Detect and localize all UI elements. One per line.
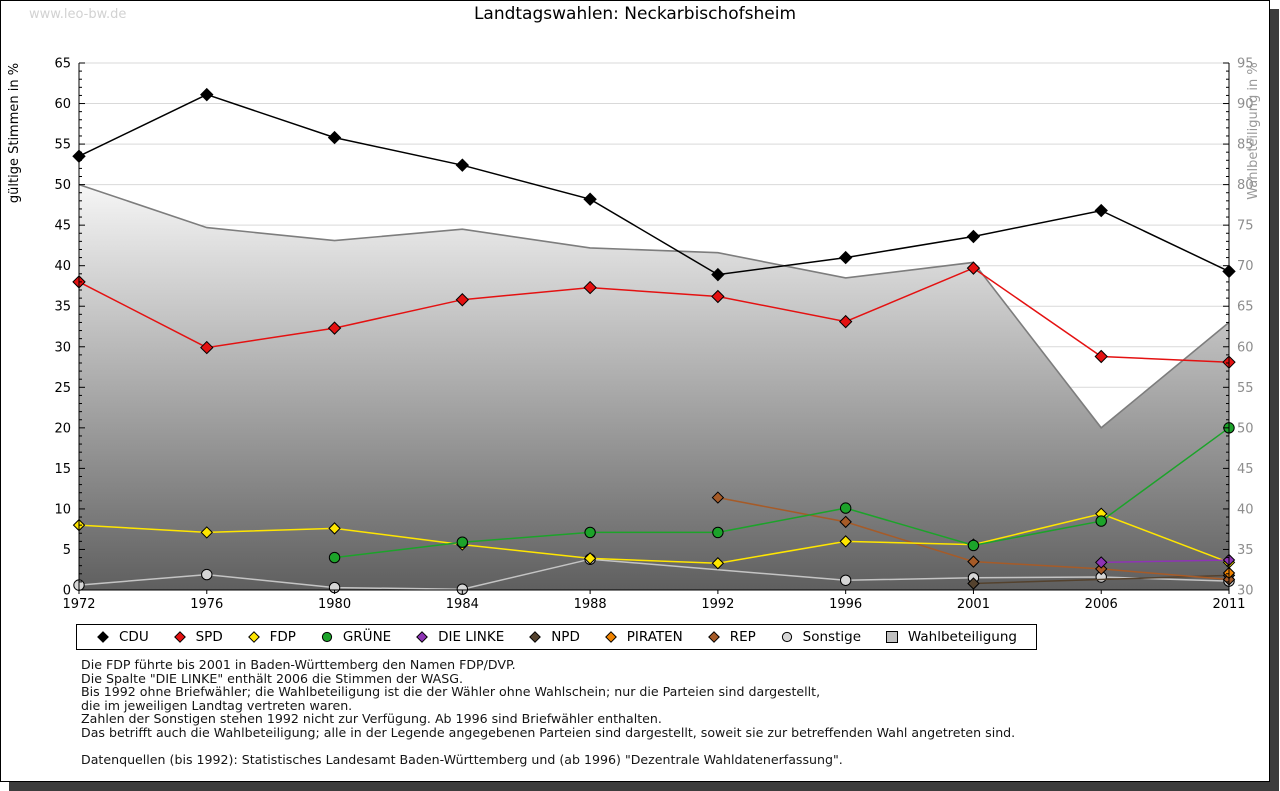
svg-text:40: 40 — [54, 259, 71, 274]
svg-text:1980: 1980 — [318, 597, 351, 612]
source-line: Datenquellen (bis 1992): Statistisches L… — [81, 752, 843, 767]
legend-item-cdu: CDU — [96, 629, 149, 645]
svg-text:95: 95 — [1237, 57, 1254, 72]
legend-item-die-linke: DIE LINKE — [415, 629, 504, 645]
legend: CDU SPD FDP GRÜNE DIE LINKE NPD PIRATEN REP Sons… — [76, 624, 1037, 650]
series-marker-icon — [247, 631, 260, 643]
series-marker-icon — [529, 631, 542, 643]
legend-label: Wahlbeteiligung — [907, 629, 1017, 645]
legend-item-sonstige: Sonstige — [780, 629, 861, 645]
svg-text:55: 55 — [54, 138, 71, 153]
svg-text:40: 40 — [1237, 502, 1254, 517]
page-title: Landtagswahlen: Neckarbischofsheim — [473, 4, 797, 24]
legend-label: NPD — [551, 629, 580, 645]
svg-text:50: 50 — [1237, 421, 1254, 436]
series-marker-icon — [321, 631, 332, 643]
svg-text:30: 30 — [1237, 584, 1254, 599]
series-marker-icon — [97, 631, 109, 643]
legend-label: Sonstige — [802, 629, 861, 645]
series-marker-icon — [416, 631, 429, 643]
footnote-lines: Die FDP führte bis 2001 in Baden-Württem… — [81, 658, 1015, 739]
svg-text:50: 50 — [54, 178, 71, 193]
legend-label: DIE LINKE — [438, 629, 505, 645]
svg-text:55: 55 — [1237, 381, 1254, 396]
legend-label: GRÜNE — [342, 629, 392, 645]
svg-text:2001: 2001 — [957, 597, 990, 612]
svg-text:25: 25 — [54, 381, 71, 396]
svg-text:1972: 1972 — [62, 597, 95, 612]
legend-label: CDU — [119, 629, 149, 645]
svg-text:35: 35 — [1237, 543, 1254, 558]
svg-text:45: 45 — [54, 219, 71, 234]
svg-text:60: 60 — [54, 97, 71, 112]
legend-label: REP — [729, 629, 756, 645]
svg-text:1996: 1996 — [829, 597, 862, 612]
svg-text:1984: 1984 — [446, 597, 479, 612]
svg-text:35: 35 — [54, 300, 71, 315]
svg-text:gültige Stimmen in %: gültige Stimmen in % — [7, 63, 22, 203]
area-marker-icon — [885, 631, 898, 643]
series-marker-icon — [604, 631, 617, 643]
footnote-line: Zahlen der Sonstigen stehen 1992 nicht z… — [81, 711, 662, 726]
svg-text:45: 45 — [1237, 462, 1254, 477]
svg-text:65: 65 — [54, 57, 71, 72]
svg-text:65: 65 — [1237, 300, 1254, 315]
svg-text:85: 85 — [1237, 138, 1254, 153]
legend-item-fdp: FDP — [247, 629, 296, 645]
footnote-line: die im jeweiligen Landtag vertreten ware… — [81, 697, 353, 713]
legend-item-piraten: PIRATEN — [604, 629, 683, 645]
legend-item-npd: NPD — [528, 629, 580, 645]
footnote-line: Die FDP führte bis 2001 in Baden-Württem… — [81, 657, 516, 672]
svg-text:10: 10 — [54, 502, 71, 517]
svg-text:60: 60 — [1237, 340, 1254, 355]
series-marker-icon — [781, 631, 792, 643]
legend-label: FDP — [269, 629, 296, 645]
svg-text:30: 30 — [54, 340, 71, 355]
election-line-chart: 0 5 10 15 20 25 30 35 40 45 50 55 60 65 30 35 40 45 50 55 60… — [1, 1, 1269, 621]
footnotes: Die FDP führte bis 2001 in Baden-Württem… — [81, 658, 1015, 767]
svg-text:90: 90 — [1237, 97, 1254, 112]
svg-text:70: 70 — [1237, 259, 1254, 274]
legend-label: SPD — [195, 629, 223, 645]
legend-item-wahlbeteiligung: Wahlbeteiligung — [885, 629, 1017, 645]
svg-text:80: 80 — [1237, 178, 1254, 193]
footnote-line: Das betrifft auch die Wahlbeteiligung; a… — [81, 724, 1016, 740]
legend-item-spd: SPD — [173, 629, 223, 645]
watermark: www.leo-bw.de — [29, 7, 127, 22]
legend-item-rep: REP — [707, 629, 756, 645]
svg-text:5: 5 — [63, 543, 71, 558]
svg-text:0: 0 — [63, 584, 71, 599]
legend-label: PIRATEN — [626, 629, 683, 645]
svg-text:1988: 1988 — [574, 597, 607, 612]
legend-item-gr-ne: GRÜNE — [320, 629, 391, 645]
series-marker-icon — [173, 631, 186, 643]
svg-text:20: 20 — [54, 421, 71, 436]
svg-text:1992: 1992 — [701, 597, 734, 612]
svg-text:1976: 1976 — [190, 597, 223, 612]
footnote-line: Die Spalte "DIE LINKE" enthält 2006 die … — [81, 670, 464, 686]
svg-text:2006: 2006 — [1085, 597, 1118, 612]
svg-text:2011: 2011 — [1212, 597, 1245, 612]
footnote-line: Bis 1992 ohne Briefwähler; die Wahlbetei… — [81, 684, 821, 699]
series-marker-icon — [707, 631, 720, 643]
svg-text:75: 75 — [1237, 219, 1254, 234]
svg-text:Wahlbeteiligung in %: Wahlbeteiligung in % — [1246, 62, 1261, 199]
svg-text:15: 15 — [54, 462, 71, 477]
chart-canvas: 0 5 10 15 20 25 30 35 40 45 50 55 60 65 30 35 40 45 50 55 60… — [7, 57, 1261, 613]
